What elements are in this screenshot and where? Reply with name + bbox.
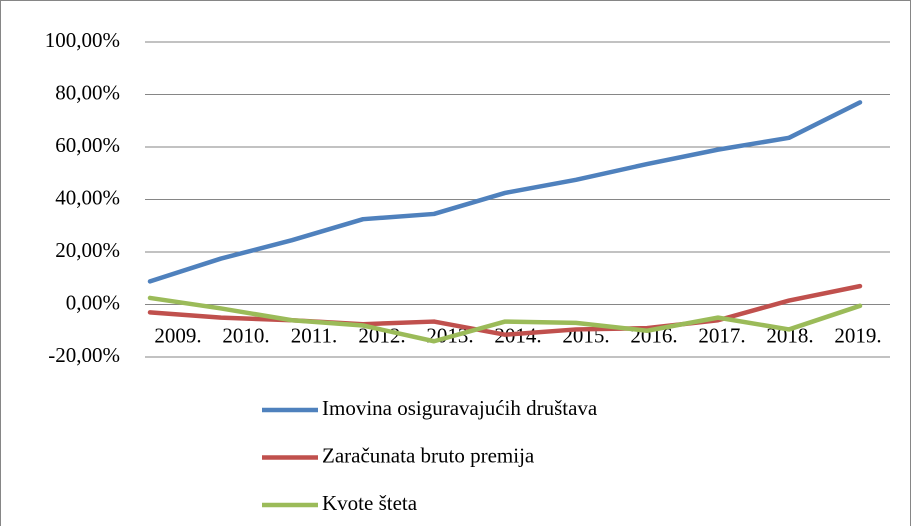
x-tick-label: 2011. bbox=[291, 323, 337, 347]
y-tick-label: 0,00% bbox=[66, 290, 120, 314]
y-tick-label: 80,00% bbox=[55, 80, 120, 104]
x-tick-label: 2019. bbox=[834, 323, 881, 347]
y-tick-label: 20,00% bbox=[55, 238, 120, 262]
legend-label: Zaračunata bruto premija bbox=[322, 443, 535, 467]
y-tick-label: 100,00% bbox=[45, 28, 120, 52]
x-tick-label: 2010. bbox=[222, 323, 269, 347]
y-tick-label: 60,00% bbox=[55, 133, 120, 157]
x-tick-label: 2017. bbox=[698, 323, 745, 347]
y-tick-label: -20,00% bbox=[48, 343, 120, 367]
series-line bbox=[147, 295, 863, 344]
series-line bbox=[147, 100, 863, 284]
series-line bbox=[147, 283, 863, 337]
x-tick-label: 2009. bbox=[154, 323, 201, 347]
legend-label: Kvote šteta bbox=[322, 491, 418, 515]
legend-label: Imovina osiguravajućih društava bbox=[322, 396, 598, 420]
y-tick-label: 40,00% bbox=[55, 185, 120, 209]
